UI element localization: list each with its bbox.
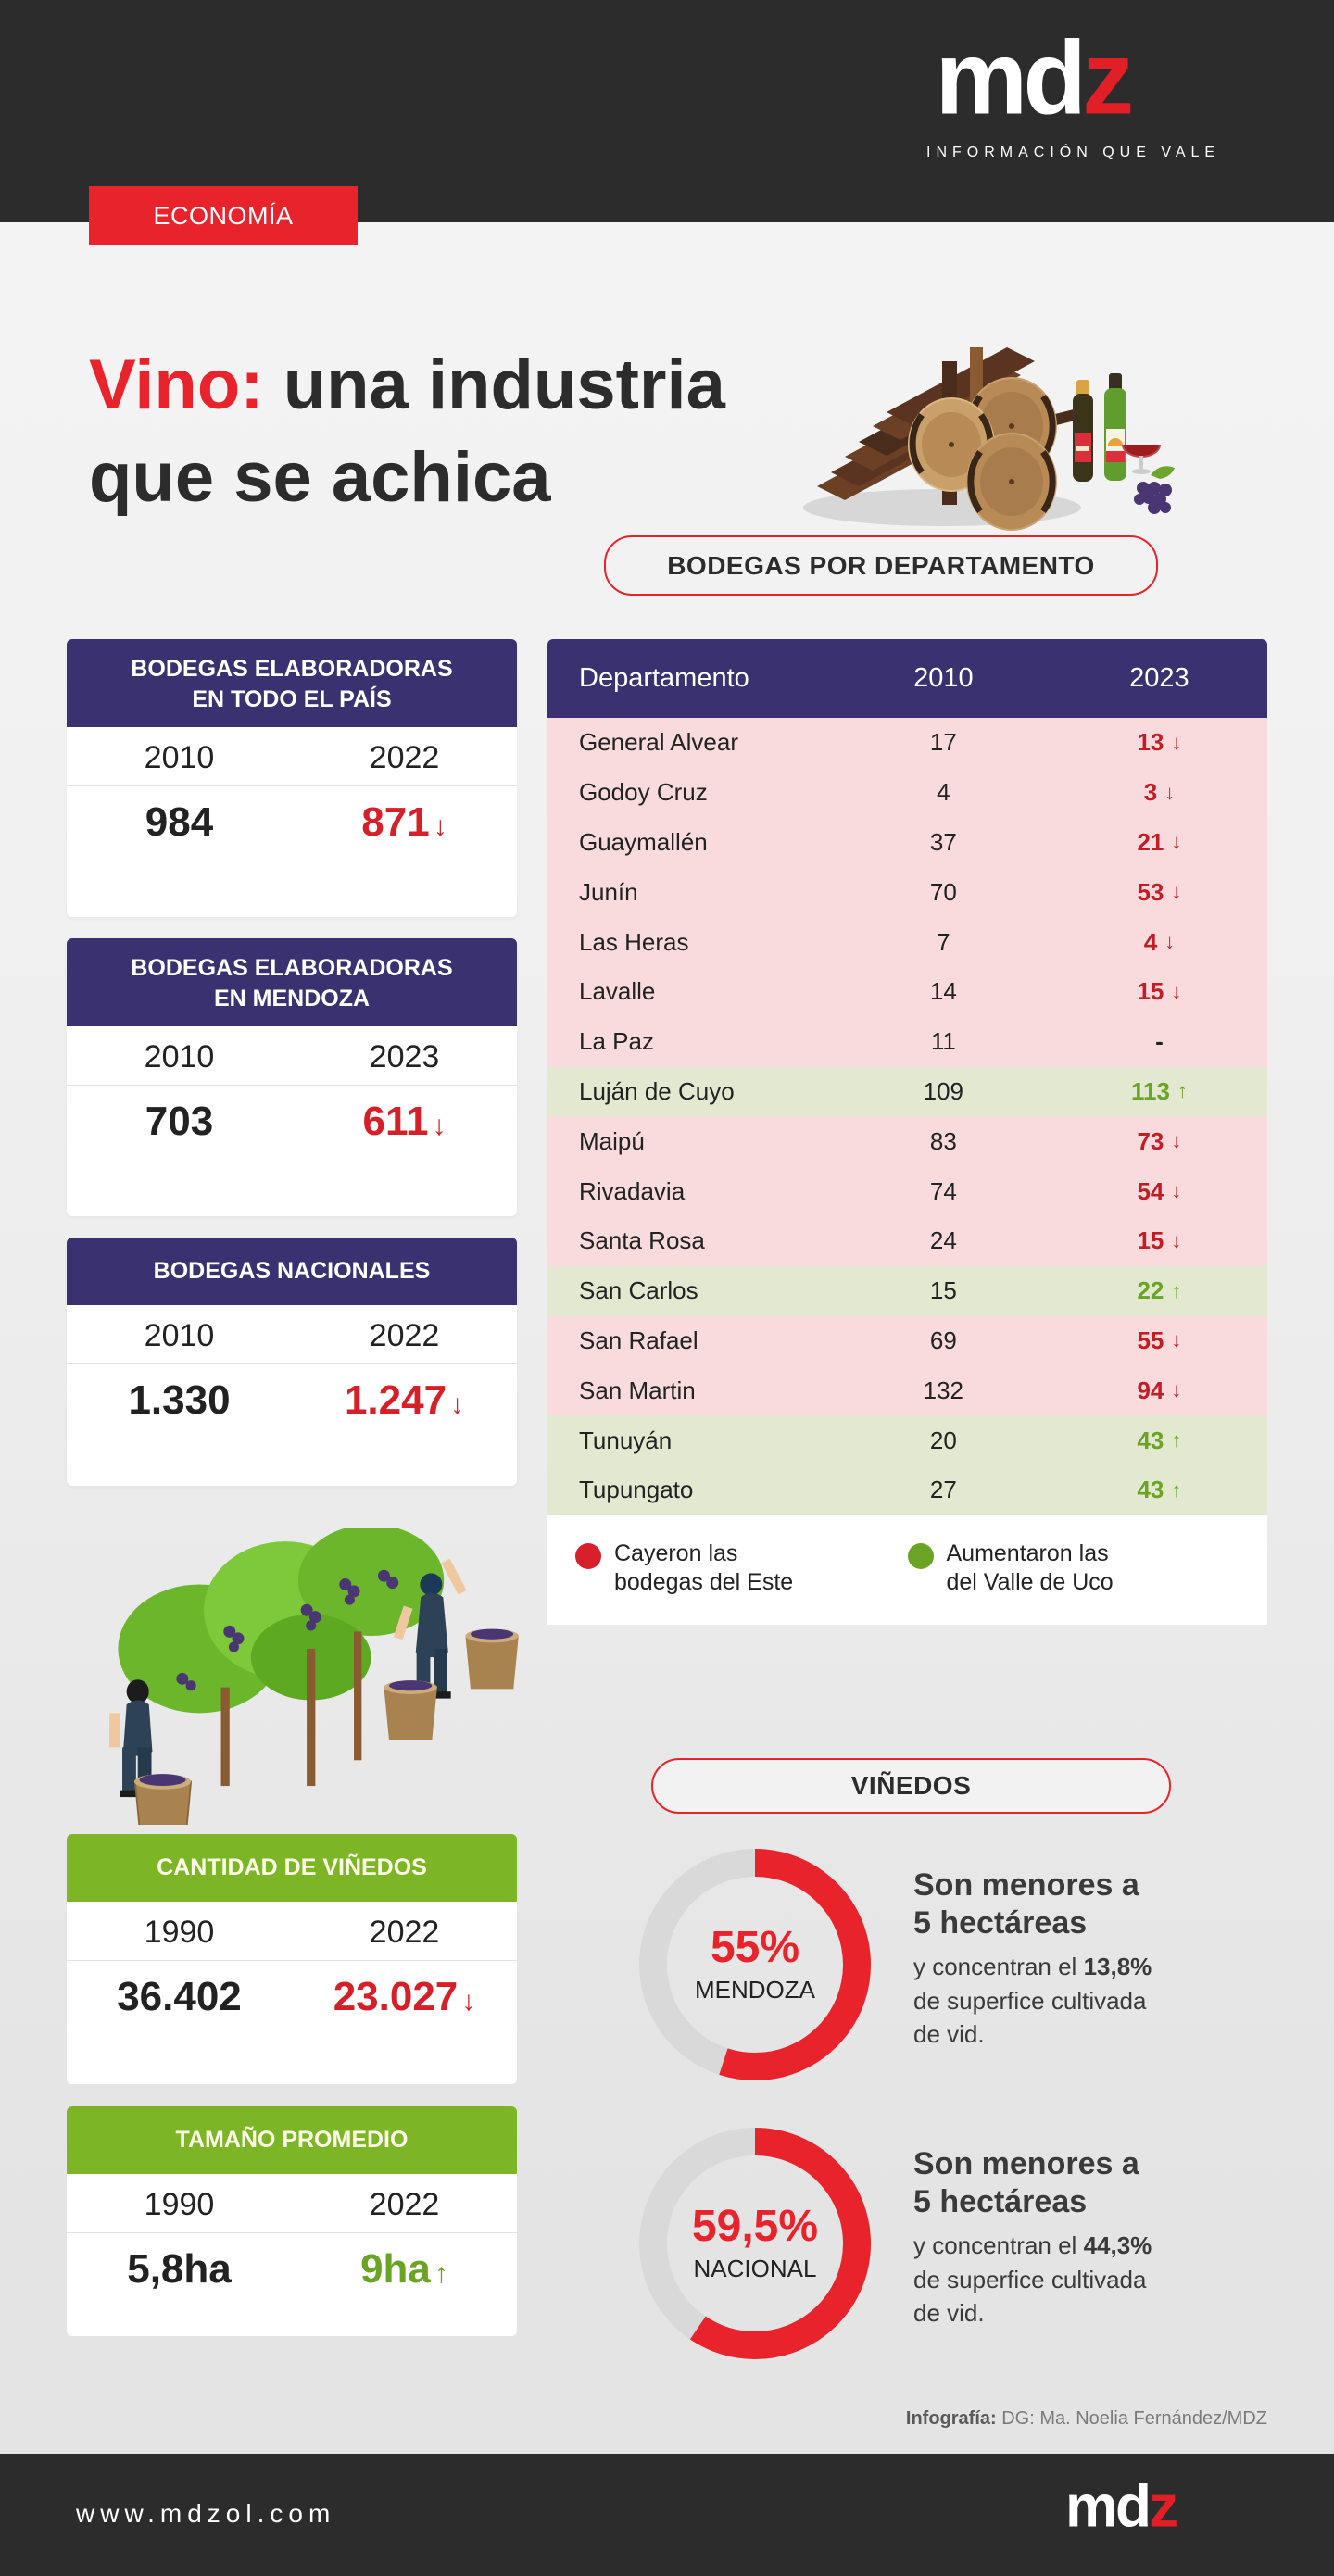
svg-text:mdz: mdz xyxy=(935,30,1131,135)
svg-text:mdz: mdz xyxy=(1065,2479,1177,2539)
